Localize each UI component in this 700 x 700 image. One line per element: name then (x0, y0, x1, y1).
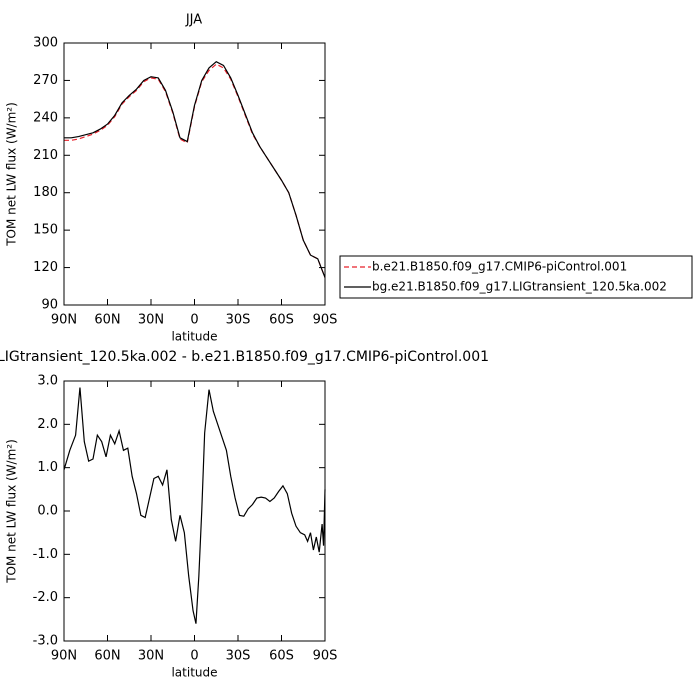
plot-frame (63, 42, 326, 306)
y-tick-label: -2.0 (33, 590, 58, 605)
legend-box (339, 255, 693, 299)
x-tick-label: 30N (138, 649, 164, 664)
x-tick-label: 60S (269, 649, 294, 664)
x-axis-label: latitude (171, 666, 217, 680)
chart-title: LIGtransient_120.5ka.002 - b.e21.B1850.f… (0, 349, 489, 365)
x-tick-label: 60N (94, 313, 120, 328)
y-tick-label: 0.0 (37, 504, 58, 519)
data-line (63, 387, 326, 624)
x-tick-label: 90N (51, 649, 77, 664)
y-tick-label: 210 (33, 148, 58, 163)
y-axis-label: TOM net LW flux (W/m²) (5, 439, 19, 584)
y-tick-label: -3.0 (33, 634, 58, 649)
chart-title: JJA (185, 13, 202, 28)
y-tick-label: 180 (33, 185, 58, 200)
legend-label: bg.e21.B1850.f09_g17.LIGtransient_120.5k… (372, 280, 667, 294)
x-tick-label: 0 (190, 313, 198, 328)
y-tick-label: 90 (41, 298, 58, 313)
y-tick-label: 270 (33, 73, 58, 88)
y-tick-label: 3.0 (37, 374, 58, 389)
y-tick-label: 300 (33, 36, 58, 51)
y-tick-label: 240 (33, 110, 58, 125)
x-tick-label: 30S (226, 313, 251, 328)
y-tick-label: 2.0 (37, 417, 58, 432)
x-tick-label: 60S (269, 313, 294, 328)
data-line (64, 60, 326, 278)
x-tick-label: 90S (313, 649, 338, 664)
x-tick-label: 90S (313, 313, 338, 328)
data-line (64, 63, 326, 278)
y-tick-label: 1.0 (37, 460, 58, 475)
y-tick-label: -1.0 (33, 547, 58, 562)
x-tick-label: 90N (51, 313, 77, 328)
y-axis-label: TOM net LW flux (W/m²) (5, 102, 19, 247)
legend-label: b.e21.B1850.f09_g17.CMIP6-piControl.001 (372, 260, 627, 274)
x-tick-label: 30N (138, 313, 164, 328)
y-tick-label: 150 (33, 223, 58, 238)
x-tick-label: 0 (190, 649, 198, 664)
x-tick-label: 30S (226, 649, 251, 664)
plot-frame (63, 380, 326, 642)
x-tick-label: 60N (94, 649, 120, 664)
y-tick-label: 120 (33, 260, 58, 275)
x-axis-label: latitude (171, 330, 217, 344)
